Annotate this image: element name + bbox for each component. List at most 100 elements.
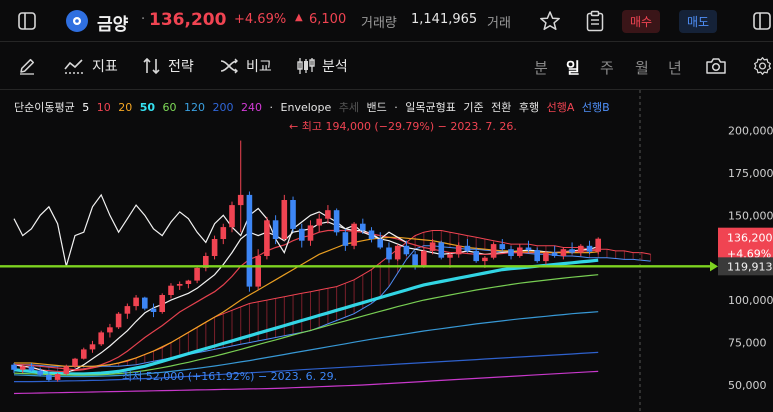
candle-body (185, 280, 192, 284)
candle-body (325, 210, 331, 219)
candle-body (429, 242, 436, 251)
candle-body (63, 366, 70, 374)
panel-toggle-icon[interactable] (751, 10, 773, 32)
legend-span-a: 선행A (546, 101, 575, 114)
sidebar-toggle-icon[interactable] (16, 10, 38, 32)
y-tick-label: 200,000 (728, 124, 773, 137)
star-icon[interactable] (538, 9, 562, 33)
candle-body (412, 254, 418, 267)
trade-amount-label: 거래 (487, 16, 511, 31)
candle-body (447, 254, 453, 258)
y-tick-label: 175,000 (728, 167, 773, 180)
strategy-button[interactable]: 전략 (142, 56, 194, 76)
candle-body (482, 257, 488, 262)
candle-body (194, 267, 200, 281)
volume-label: 거래량 (361, 16, 397, 31)
candle-body (394, 245, 401, 260)
legend-dot: · (269, 101, 274, 114)
candle-body (386, 247, 392, 260)
candle-body (272, 220, 279, 239)
reference-line (0, 261, 718, 272)
candle-body (517, 247, 523, 256)
period-minute[interactable]: 분 (534, 59, 548, 77)
candle-body (246, 194, 253, 287)
analysis-button[interactable]: 분석 (296, 56, 348, 76)
buy-button[interactable]: 매수 (622, 10, 661, 33)
indicator-icon (64, 59, 85, 74)
ma-line-200 (14, 351, 599, 383)
pencil-icon[interactable] (16, 55, 38, 77)
ma-line-10 (14, 229, 599, 371)
candle-body (543, 252, 549, 262)
compare-label: 비교 (246, 59, 272, 75)
candle-body (142, 297, 148, 309)
candle-body (421, 250, 427, 267)
y-tick-label: 150,000 (728, 209, 773, 222)
candle-body (72, 358, 78, 367)
sell-button[interactable]: 매도 (679, 10, 718, 33)
candle-body (28, 366, 35, 371)
y-tick-label: 100,000 (728, 294, 773, 307)
compare-button[interactable]: 비교 (220, 56, 272, 76)
candle-body (586, 245, 593, 252)
ma-line-50 (13, 258, 599, 376)
name-separator: · (141, 12, 146, 27)
candle-body (595, 238, 601, 252)
indicator-label: 지표 (92, 59, 118, 75)
ma-line-120 (13, 311, 599, 378)
chart-annotations: ← 최고 194,000 (−29.79%) − 2023. 7. 26. 최저 … (122, 120, 517, 383)
candle-body (37, 370, 43, 375)
y-tick-label: 75,000 (728, 337, 767, 350)
candle-body (551, 252, 558, 256)
ma-line-5 (13, 221, 599, 375)
reference-price-label: 119,913 (727, 260, 773, 273)
indicator-legend[interactable]: 단순이동평균 5 10 20 50 60 120 200 240 · Envel… (14, 99, 614, 115)
legend-ma-60: 60 (162, 101, 177, 114)
stock-name[interactable]: 금양 (97, 15, 129, 35)
candle-body (89, 344, 96, 350)
candle-body (98, 332, 104, 345)
candle-body (403, 245, 410, 255)
candle-body (264, 220, 270, 256)
ma-line-240 (13, 370, 599, 395)
candle-body (211, 239, 218, 256)
reference-price-tag (718, 257, 773, 276)
legend-ma-10: 10 (96, 101, 111, 114)
indicator-button[interactable]: 지표 (64, 56, 118, 76)
legend-ma-50: 50 (139, 101, 156, 114)
gear-icon[interactable] (752, 54, 773, 78)
legend-ma-5: 5 (82, 101, 90, 114)
candle-body (360, 223, 366, 231)
candle-body (229, 205, 235, 228)
clipboard-icon[interactable] (583, 9, 607, 33)
legend-ma-240: 240 (241, 101, 263, 114)
legend-ma-20: 20 (118, 101, 133, 114)
legend-base: 기준 (463, 101, 484, 114)
price-chart[interactable]: 200,000175,000150,000125,000100,00075,00… (0, 90, 773, 412)
legend-span-b: 선행B (581, 101, 610, 114)
candle-body (333, 210, 340, 233)
period-week[interactable]: 주 (600, 59, 614, 77)
current-price-label: 136,200 (727, 232, 773, 245)
candle-body (438, 242, 445, 258)
candle-body (377, 239, 383, 248)
period-year[interactable]: 년 (668, 59, 682, 77)
legend-lagging: 후행 (518, 101, 540, 114)
legend-ma-title: 단순이동평균 (14, 101, 75, 114)
candle-body (81, 349, 87, 359)
low-annotation: 최저 52,000 (+161.92%) − 2023. 6. 29. (122, 370, 337, 383)
period-month[interactable]: 월 (635, 59, 649, 77)
legend-ichimoku: 일목균형표 (405, 101, 456, 114)
camera-icon[interactable] (704, 54, 728, 78)
change-up-icon: ▲ (295, 12, 303, 23)
candle-body (299, 228, 305, 241)
ma-line-60 (13, 274, 599, 376)
candlesticks (11, 140, 601, 382)
current-price: 136,200 (149, 10, 227, 30)
candle-body (11, 364, 17, 370)
ma-line-20 (14, 236, 599, 367)
ichimoku-cloud (13, 230, 652, 372)
candle-body (473, 250, 479, 262)
candle-body (499, 244, 506, 250)
period-day[interactable]: 일 (566, 59, 580, 77)
